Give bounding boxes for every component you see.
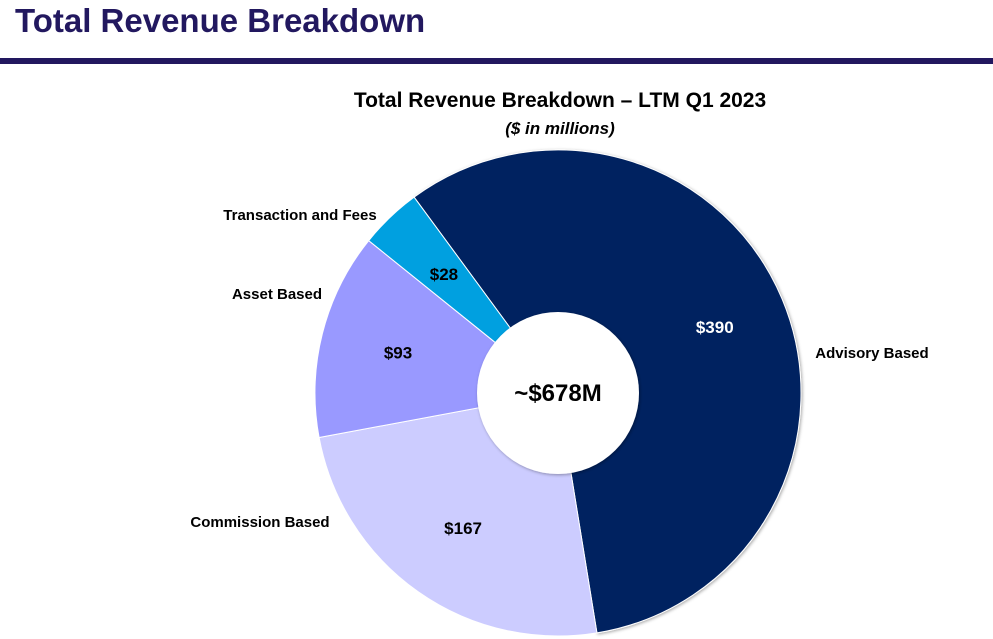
center-total-label: ~$678M bbox=[514, 380, 601, 407]
page-title: Total Revenue Breakdown bbox=[15, 2, 426, 39]
category-label: Commission Based bbox=[190, 514, 329, 531]
chart-subtitle: ($ in millions) bbox=[505, 119, 615, 138]
value-label: $93 bbox=[384, 344, 412, 363]
category-label: Transaction and Fees bbox=[223, 207, 376, 224]
value-label: $167 bbox=[444, 519, 482, 538]
donut-hole bbox=[477, 312, 639, 474]
title-divider bbox=[0, 58, 993, 64]
category-label: Asset Based bbox=[232, 286, 322, 303]
value-label: $28 bbox=[430, 265, 458, 284]
category-label: Advisory Based bbox=[815, 345, 928, 362]
value-label: $390 bbox=[696, 318, 734, 337]
chart-title: Total Revenue Breakdown – LTM Q1 2023 bbox=[353, 89, 767, 112]
